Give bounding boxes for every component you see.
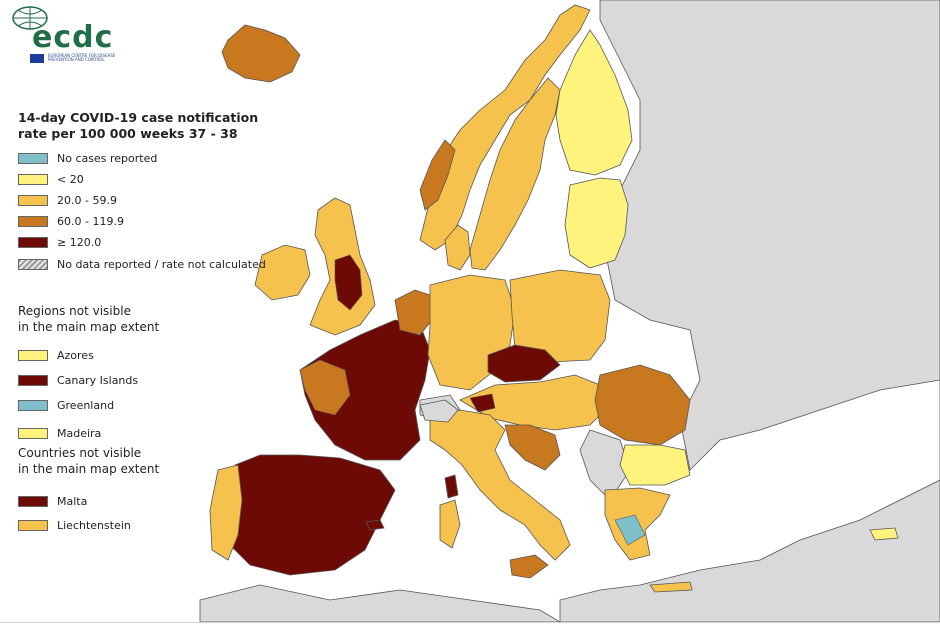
- legend-item-canary-islands: Canary Islands: [18, 373, 138, 387]
- legend-label: Canary Islands: [57, 373, 139, 387]
- legend-swatch: [18, 374, 48, 386]
- switzerland[interactable]: [419, 399, 459, 423]
- legend-item-ge120: ≥ 120.0: [18, 235, 101, 249]
- legend-item-60-119: 60.0 - 119.9: [18, 214, 124, 228]
- legend-item-20-59: 20.0 - 59.9: [18, 193, 117, 207]
- legend-swatch: [18, 215, 48, 227]
- benelux[interactable]: [394, 289, 433, 336]
- bulgaria[interactable]: [619, 444, 691, 486]
- legend-swatch: [18, 495, 48, 507]
- romania[interactable]: [594, 364, 691, 446]
- czechia[interactable]: [487, 344, 561, 383]
- legend-item-no-cases: No cases reported: [18, 151, 157, 165]
- crete[interactable]: [649, 581, 693, 593]
- legend-label: No cases reported: [57, 151, 158, 165]
- croatia[interactable]: [504, 424, 561, 471]
- portugal[interactable]: [209, 464, 243, 561]
- legend-item-liechtenstein: Liechtenstein: [18, 518, 131, 532]
- globe-icon: [12, 6, 48, 30]
- ireland[interactable]: [254, 244, 311, 301]
- logo-text: ecdc: [32, 20, 114, 55]
- iceland[interactable]: [221, 24, 301, 83]
- austria-east[interactable]: [469, 393, 496, 413]
- balearic-islands[interactable]: [365, 519, 385, 531]
- legend-item-no-data: No data reported / rate not calculated: [18, 257, 266, 271]
- legend-swatch: [18, 173, 48, 185]
- uk-north-england[interactable]: [334, 254, 363, 311]
- poland[interactable]: [509, 269, 611, 363]
- countries-not-visible-title: Countries not visible in the main map ex…: [18, 445, 218, 477]
- legend-title-line2: rate per 100 000 weeks 37 - 38: [18, 126, 238, 141]
- legend-title: 14-day COVID-19 case notification rate p…: [18, 110, 268, 142]
- legend-swatch: [18, 427, 48, 439]
- countries-title-line2: in the main map extent: [18, 462, 160, 476]
- sicily[interactable]: [509, 554, 549, 579]
- norway[interactable]: [419, 4, 591, 251]
- sardinia[interactable]: [439, 499, 461, 549]
- legend-label: Madeira: [57, 426, 102, 440]
- legend-item-lt20: < 20: [18, 172, 84, 186]
- norway-west-coast[interactable]: [419, 139, 456, 211]
- legend-label: 60.0 - 119.9: [57, 214, 124, 228]
- france-west[interactable]: [299, 359, 351, 416]
- legend-item-greenland: Greenland: [18, 398, 114, 412]
- eu-flag-icon: [30, 54, 44, 63]
- legend-swatch: [18, 194, 48, 206]
- legend-label: Liechtenstein: [57, 518, 131, 532]
- legend-item-madeira: Madeira: [18, 426, 101, 440]
- legend-item-malta: Malta: [18, 494, 87, 508]
- legend-swatch: [18, 349, 48, 361]
- greece-central[interactable]: [614, 514, 646, 546]
- cyprus[interactable]: [869, 527, 899, 541]
- spain[interactable]: [229, 454, 396, 576]
- denmark[interactable]: [444, 224, 471, 271]
- ecdc-logo: ecdc EUROPEAN CENTRE FOR DISEASE PREVENT…: [10, 4, 120, 66]
- sweden[interactable]: [469, 77, 561, 271]
- legend-swatch: [18, 152, 48, 164]
- finland[interactable]: [555, 29, 633, 176]
- italy[interactable]: [429, 409, 571, 561]
- logo-subtitle: EUROPEAN CENTRE FOR DISEASE PREVENTION A…: [48, 53, 116, 62]
- regions-title-line1: Regions not visible: [18, 304, 131, 318]
- corsica[interactable]: [444, 474, 459, 499]
- legend-label: ≥ 120.0: [57, 235, 102, 249]
- legend-title-line1: 14-day COVID-19 case notification: [18, 110, 259, 125]
- legend-swatch-hatched: [18, 258, 48, 270]
- baltics[interactable]: [564, 177, 629, 269]
- regions-not-visible-title: Regions not visible in the main map exte…: [18, 303, 218, 335]
- legend-label: Malta: [57, 494, 88, 508]
- legend-label: Greenland: [57, 398, 115, 412]
- legend-swatch: [18, 236, 48, 248]
- legend-label: 20.0 - 59.9: [57, 193, 117, 207]
- legend-label: Azores: [57, 348, 94, 362]
- legend-label: < 20: [57, 172, 84, 186]
- legend-item-azores: Azores: [18, 348, 94, 362]
- legend-label: No data reported / rate not calculated: [57, 257, 266, 271]
- regions-title-line2: in the main map extent: [18, 320, 160, 334]
- legend-swatch: [18, 399, 48, 411]
- legend-swatch: [18, 519, 48, 531]
- countries-title-line1: Countries not visible: [18, 446, 142, 460]
- france[interactable]: [299, 319, 431, 461]
